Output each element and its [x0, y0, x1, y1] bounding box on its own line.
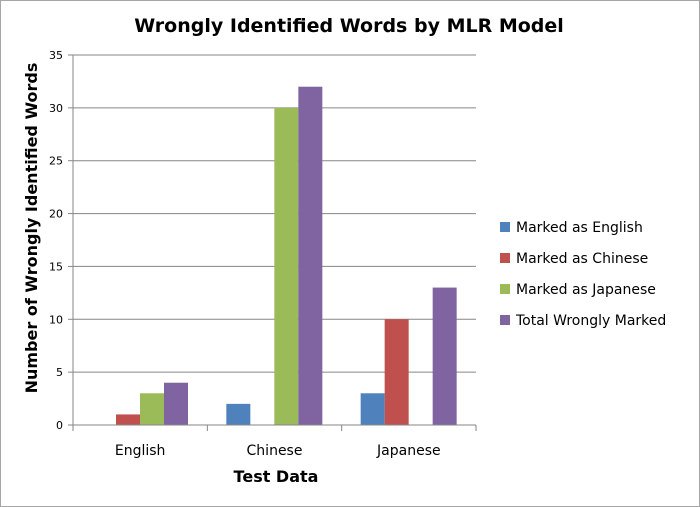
x-tick-label: Japanese — [376, 443, 441, 459]
legend-label: Marked as English — [516, 220, 643, 236]
x-tick-label: English — [115, 443, 166, 459]
y-tick-label: 25 — [49, 155, 63, 168]
bar-marked-as-english-chinese — [226, 403, 251, 425]
y-tick-label: 5 — [56, 366, 63, 379]
y-tick-label: 20 — [49, 208, 63, 221]
legend-swatch — [500, 222, 510, 232]
bar-marked-as-chinese-english — [116, 414, 140, 425]
category-labels: English Chinese Japanese — [115, 443, 441, 459]
y-tick-label: 10 — [49, 313, 63, 326]
chart-title: Wrongly Identified Words by MLR Model — [134, 15, 564, 37]
bar-total-wrongly-marked-english — [164, 382, 188, 425]
bar-total-wrongly-marked-japanese — [432, 287, 457, 425]
legend-label: Total Wrongly Marked — [515, 313, 666, 329]
bar-marked-as-english-japanese — [360, 393, 385, 425]
y-tick-label: 15 — [49, 260, 63, 273]
y-tick-label: 35 — [49, 49, 63, 62]
y-tick-label: 0 — [56, 419, 63, 432]
legend: Marked as English Marked as Chinese Marked… — [500, 220, 666, 329]
x-tick-label: Chinese — [247, 443, 303, 459]
legend-swatch — [500, 315, 510, 325]
legend-swatch — [500, 253, 510, 263]
bars — [116, 86, 457, 425]
y-axis-title: Number of Wrongly Identified Words — [22, 63, 41, 394]
bar-marked-as-japanese-chinese — [274, 107, 299, 425]
legend-label: Marked as Chinese — [516, 251, 648, 267]
axes — [72, 55, 477, 431]
bar-marked-as-japanese-english — [140, 393, 164, 425]
legend-swatch — [500, 284, 510, 294]
y-tick-labels: 0 5 10 15 20 25 30 35 — [49, 49, 73, 432]
x-axis-title: Test Data — [234, 467, 319, 486]
legend-label: Marked as Japanese — [516, 282, 656, 298]
bar-total-wrongly-marked-chinese — [298, 86, 323, 425]
bar-marked-as-chinese-japanese — [384, 319, 409, 425]
y-tick-label: 30 — [49, 102, 63, 115]
